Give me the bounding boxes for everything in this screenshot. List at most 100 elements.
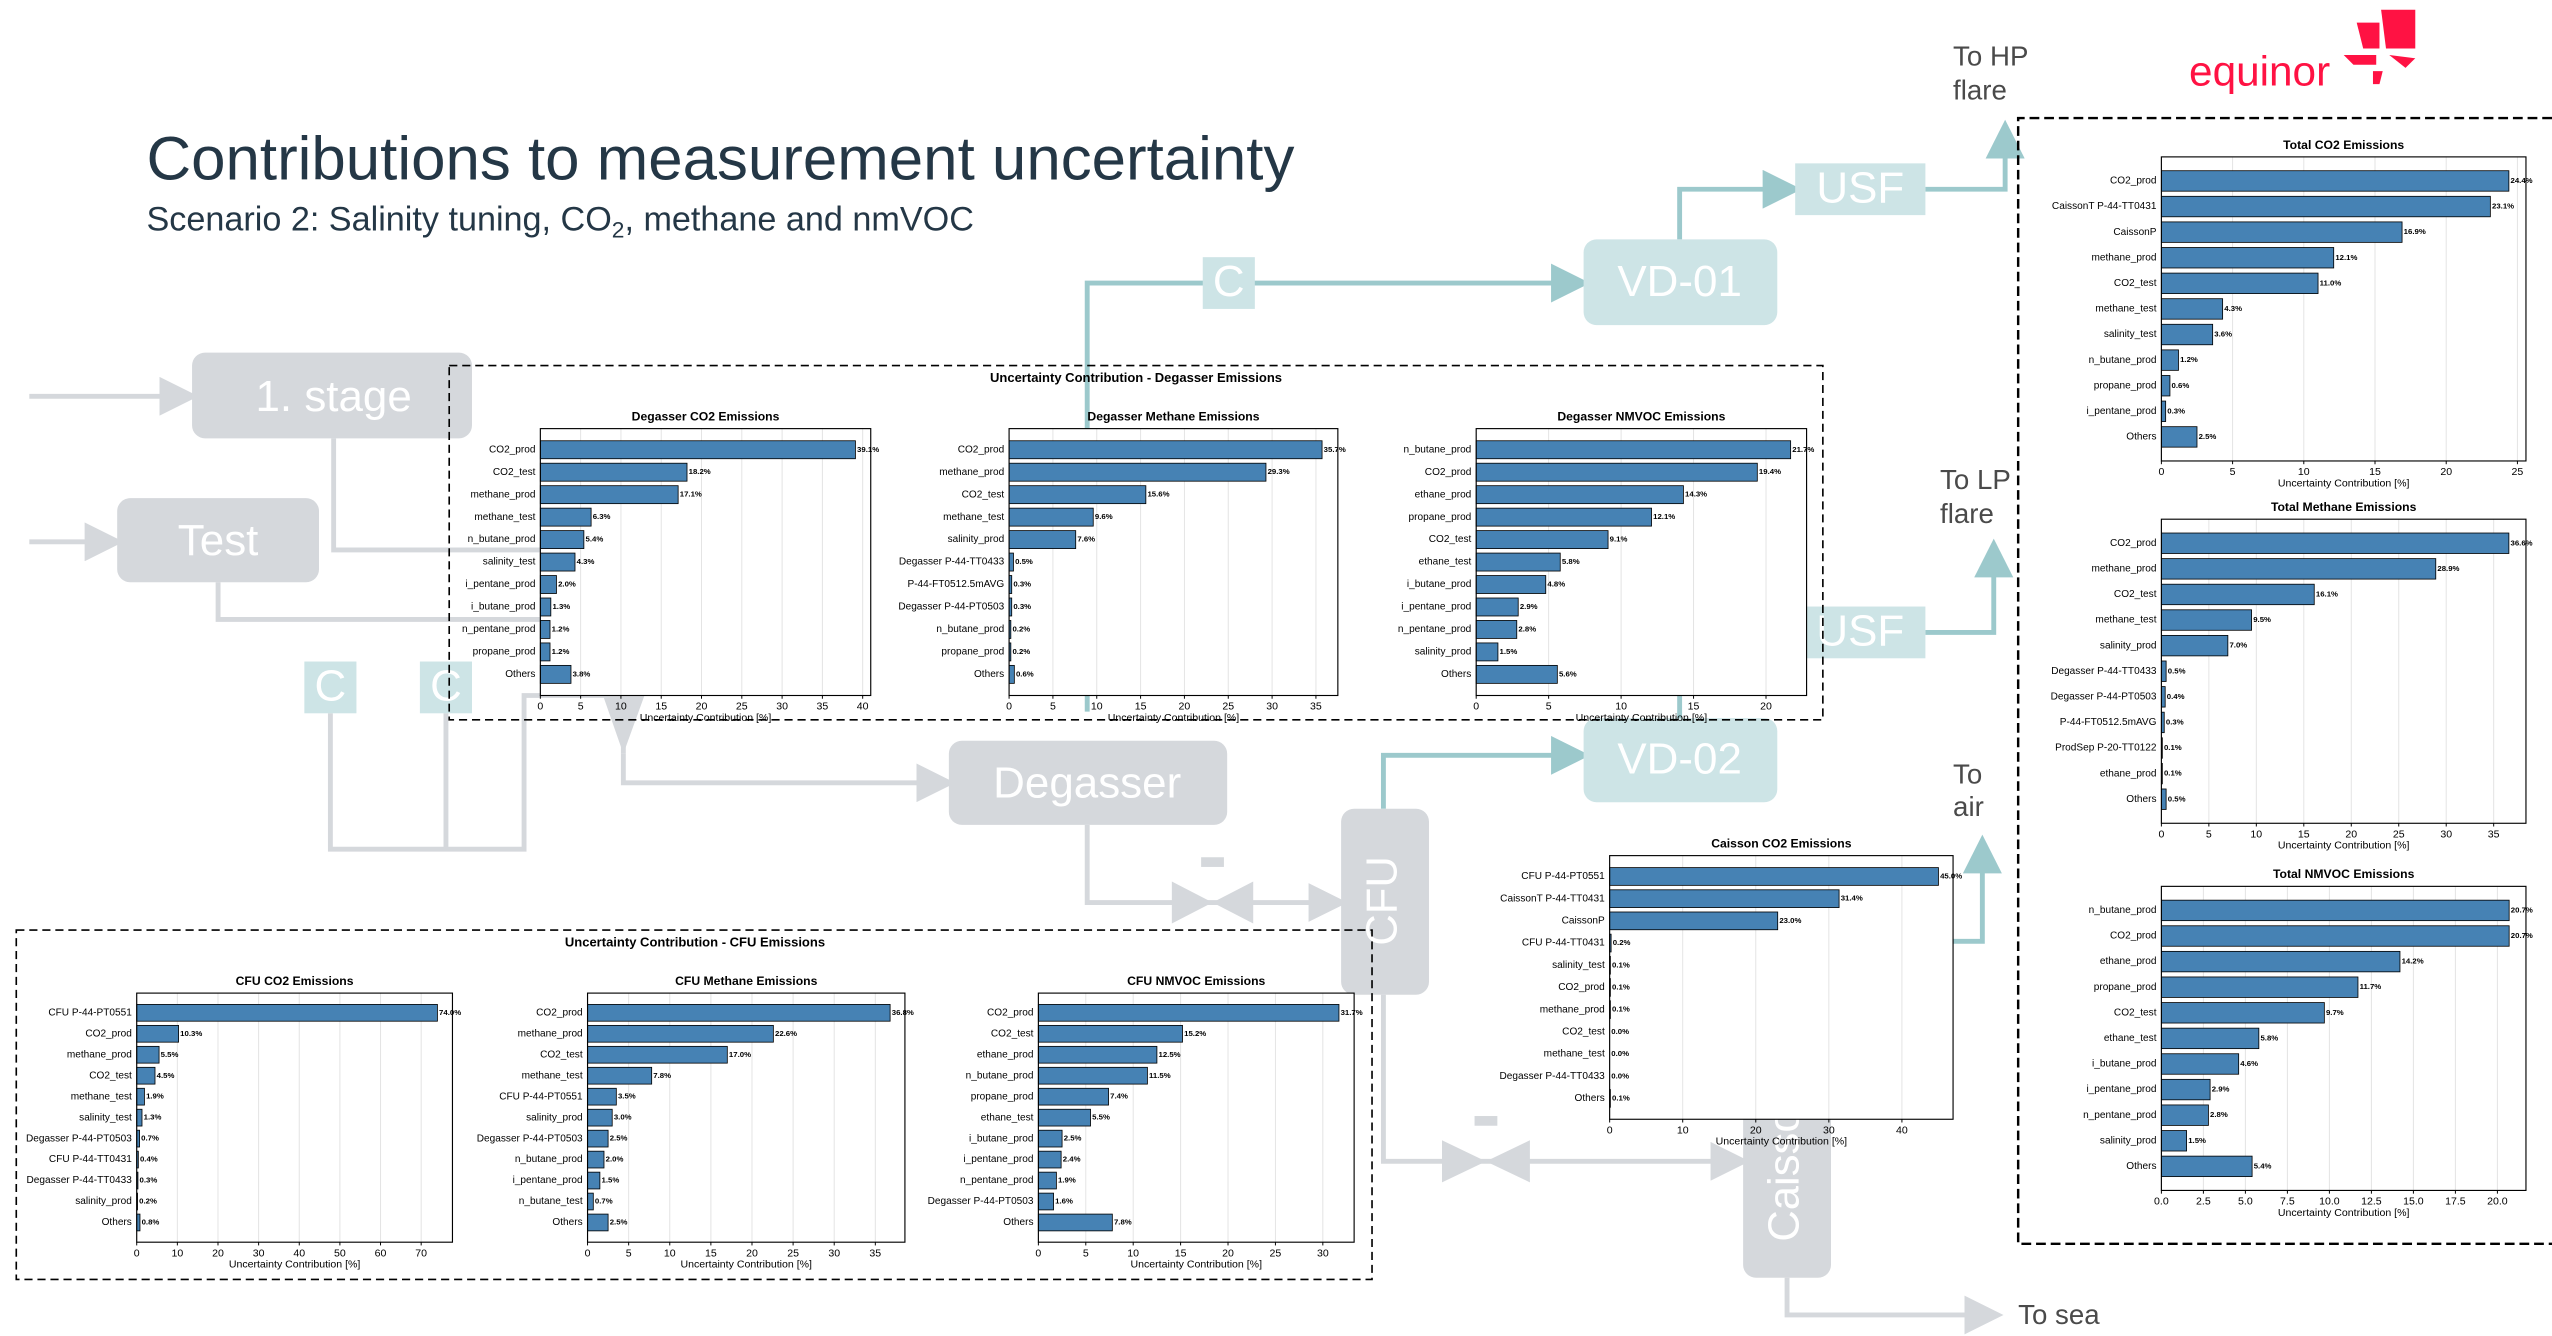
value-label: 4.6%	[2240, 1059, 2258, 1068]
chart-title: Degasser Methane Emissions	[1087, 410, 1259, 424]
x-tick-label: 5	[2206, 828, 2212, 840]
y-tick-label: Others	[1575, 1093, 1605, 1104]
x-tick-label: 15	[1175, 1247, 1187, 1259]
y-tick-label: CO2_prod	[2110, 176, 2157, 187]
y-tick-label: n_butane_prod	[1403, 444, 1471, 455]
value-label: 0.3%	[2167, 406, 2185, 415]
y-tick-label: n_butane_prod	[966, 1070, 1034, 1081]
bar	[136, 1066, 156, 1085]
value-label: 9.1%	[1610, 535, 1628, 544]
y-tick-label: Others	[974, 669, 1004, 680]
y-tick-label: salinity_prod	[75, 1196, 132, 1207]
group-box	[448, 364, 1824, 721]
y-tick-label: ethane_prod	[977, 1049, 1034, 1060]
axes-frame	[1037, 992, 1355, 1243]
y-tick-label: n_butane_prod	[468, 534, 536, 545]
value-label: 20.7%	[2511, 905, 2533, 914]
bar	[539, 462, 688, 482]
value-label: 0.4%	[2167, 692, 2185, 701]
bar	[2160, 400, 2167, 422]
bar	[1037, 1066, 1148, 1085]
bar	[539, 575, 557, 594]
value-label: 35.7%	[1324, 445, 1346, 454]
y-tick-label: i_pentane_prod	[465, 579, 535, 590]
value-label: 45.0%	[1940, 872, 1962, 881]
x-tick-label: 20	[212, 1247, 224, 1259]
y-tick-label: ethane_test	[981, 1112, 1034, 1123]
bar	[539, 440, 856, 460]
value-label: 1.2%	[552, 625, 570, 634]
value-label: 1.3%	[552, 602, 570, 611]
y-tick-label: methane_test	[2095, 304, 2156, 315]
y-tick-label: methane_prod	[67, 1049, 132, 1060]
bar	[1475, 462, 1758, 482]
chart-title: Degasser NMVOC Emissions	[1557, 410, 1725, 424]
node-label: 1. stage	[255, 372, 411, 421]
y-tick-label: CFU P-44-TT0431	[49, 1154, 132, 1165]
bar-chart: 0 5 10 15 20 25 CO2_prod 24.4% CaissonT P-44-TT0…	[2052, 138, 2533, 490]
bar	[1037, 1192, 1054, 1211]
bar	[2160, 1078, 2211, 1101]
value-label: 0.1%	[1612, 960, 1630, 969]
y-tick-label: methane_test	[71, 1091, 132, 1102]
y-tick-label: CFU P-44-PT0551	[499, 1091, 583, 1102]
y-tick-label: ethane_prod	[1415, 489, 1472, 500]
value-label: 24.4%	[2510, 176, 2532, 185]
x-tick-label: 35	[869, 1247, 881, 1259]
bar	[539, 597, 552, 617]
value-label: 4.8%	[1547, 580, 1565, 589]
y-tick-label: methane_prod	[2092, 252, 2157, 263]
value-label: 10.3%	[180, 1029, 202, 1038]
x-tick-label: 25	[1222, 701, 1234, 713]
bar	[2160, 634, 2229, 657]
chart-title: Caisson CO2 Emissions	[1711, 837, 1852, 851]
bar-chart: 0 5 10 15 20 n_butane_prod 21.7% CO2_prod 19.4% e…	[1398, 410, 1815, 724]
value-label: 1.9%	[146, 1092, 164, 1101]
x-tick-label: 30	[1823, 1124, 1835, 1136]
y-tick-label: Degasser P-44-PT0503	[928, 1196, 1034, 1207]
bar	[2160, 532, 2510, 554]
y-tick-label: ethane_prod	[2100, 956, 2157, 967]
bar	[136, 1108, 143, 1127]
node-box	[1583, 239, 1778, 326]
bar	[2160, 349, 2179, 371]
bar	[587, 1108, 613, 1127]
bar	[2160, 1053, 2240, 1075]
x-tick-label: 20	[696, 701, 708, 713]
y-tick-label: CO2_prod	[489, 444, 536, 455]
value-label: 74.0%	[439, 1008, 461, 1017]
value-label: 0.0%	[1611, 1071, 1629, 1080]
bar	[2160, 558, 2437, 580]
value-label: 15.2%	[1184, 1029, 1206, 1038]
bar	[2160, 170, 2510, 192]
y-tick-label: i_pentane_prod	[1401, 602, 1471, 613]
y-tick-label: methane_test	[474, 512, 535, 523]
x-tick-label: 2.5	[2196, 1196, 2211, 1208]
value-label: 0.3%	[2166, 718, 2184, 727]
x-tick-label: 5	[626, 1247, 632, 1259]
value-label: 9.6%	[1095, 512, 1113, 521]
output-label: flare	[1953, 75, 2007, 106]
bar	[1609, 867, 1939, 886]
value-label: 17.0%	[729, 1050, 751, 1059]
x-tick-label: 15	[2298, 828, 2310, 840]
y-tick-label: CO2_prod	[536, 1007, 583, 1018]
bar	[1475, 507, 1652, 527]
value-label: 29.3%	[1268, 467, 1290, 476]
bar	[2160, 609, 2252, 631]
x-tick-label: 5	[1050, 701, 1056, 713]
bar	[2160, 1002, 2325, 1024]
bar	[136, 1045, 160, 1064]
value-label: 12.5%	[1159, 1050, 1181, 1059]
valve	[1171, 857, 1254, 924]
value-label: 0.2%	[139, 1197, 157, 1206]
value-label: 0.3%	[1013, 602, 1031, 611]
subtitle-part: Scenario 2: Salinity tuning, CO	[146, 201, 611, 239]
value-label: 9.7%	[2326, 1008, 2344, 1017]
x-tick-label: 20	[1750, 1124, 1762, 1136]
bar-chart: 0 5 10 15 20 25 30 35 CO2_prod 36.6% methane_prod 2…	[2051, 500, 2533, 852]
bar	[1008, 552, 1014, 572]
bar	[2160, 1027, 2260, 1050]
value-label: 1.3%	[144, 1113, 162, 1122]
bar	[539, 507, 592, 527]
